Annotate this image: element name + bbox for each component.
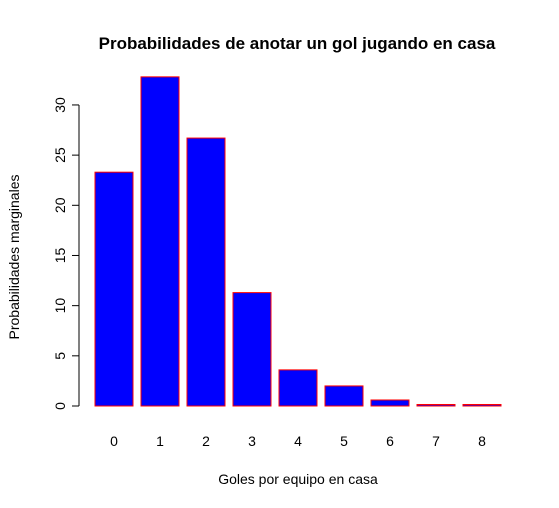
bar-7 (416, 403, 456, 407)
x-tick-label-4: 4 (294, 433, 302, 449)
x-axis-label: Goles por equipo en casa (218, 471, 378, 487)
x-tick-label-5: 5 (340, 433, 348, 449)
y-tick-label-20: 20 (52, 197, 68, 213)
bar-8 (462, 403, 502, 407)
y-tick-label-30: 30 (52, 97, 68, 113)
chart-title: Probabilidades de anotar un gol jugando … (99, 34, 496, 53)
bar-3 (232, 292, 272, 407)
y-tick-label-15: 15 (52, 247, 68, 263)
y-axis: 0 5 10 15 20 25 30 (52, 97, 80, 410)
y-tick-label-25: 25 (52, 147, 68, 163)
bar-2 (186, 137, 226, 407)
y-tick-label-10: 10 (52, 298, 68, 314)
x-tick-label-0: 0 (110, 433, 118, 449)
bar-4 (278, 369, 318, 407)
y-tick-label-0: 0 (52, 402, 68, 410)
x-tick-label-3: 3 (248, 433, 256, 449)
x-tick-label-2: 2 (202, 433, 210, 449)
bar-0 (94, 171, 134, 407)
x-tick-label-1: 1 (156, 433, 164, 449)
y-tick-label-5: 5 (52, 352, 68, 360)
x-tick-label-6: 6 (386, 433, 394, 449)
y-axis-label: Probabilidades marginales (6, 175, 22, 340)
x-tick-label-7: 7 (432, 433, 440, 449)
x-tick-label-8: 8 (478, 433, 486, 449)
bar-1 (140, 76, 180, 407)
bar-5 (324, 385, 364, 407)
x-axis-labels: 0 1 2 3 4 5 6 7 8 (110, 433, 486, 449)
bars-group (94, 76, 502, 407)
bar-6 (370, 399, 410, 407)
